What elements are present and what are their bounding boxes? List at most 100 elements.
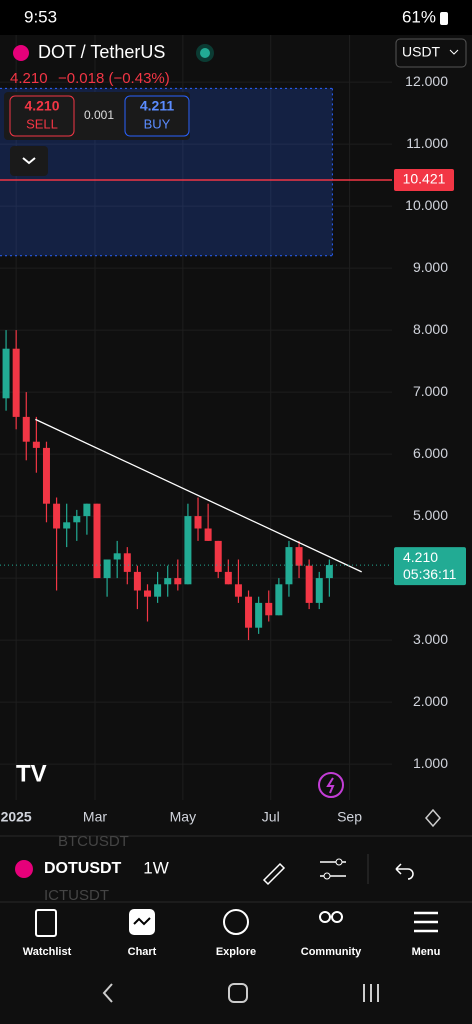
candle-body bbox=[123, 553, 131, 572]
buy-button[interactable] bbox=[124, 95, 190, 137]
candle-body bbox=[255, 602, 263, 628]
y-tick-label: 11.000 bbox=[406, 135, 448, 151]
coin-icon bbox=[13, 45, 29, 61]
candle-body bbox=[73, 516, 81, 523]
candle-body bbox=[42, 447, 50, 504]
candle-body bbox=[103, 559, 111, 579]
recents-button[interactable] bbox=[363, 984, 379, 1002]
header-price: 4.210 bbox=[10, 70, 48, 87]
community-icon[interactable] bbox=[319, 911, 331, 923]
x-tick-label: Sep bbox=[337, 809, 362, 825]
candle-body bbox=[305, 565, 313, 603]
buy-price: 4.211 bbox=[140, 98, 174, 114]
last-price-label: 4.210 bbox=[403, 549, 438, 565]
alert-label: 10.421 bbox=[403, 171, 446, 187]
y-tick-label: 9.000 bbox=[413, 259, 448, 275]
symbol-title: DOT / TetherUS bbox=[38, 42, 165, 62]
candle-body bbox=[144, 590, 152, 597]
sell-button[interactable] bbox=[9, 95, 75, 137]
candle-body bbox=[285, 547, 293, 585]
draw-icon[interactable] bbox=[262, 862, 286, 886]
chart-plot: 1.0002.0003.0004.0005.0006.0007.0008.000… bbox=[0, 35, 466, 825]
sell-price: 4.210 bbox=[24, 98, 59, 114]
candle-body bbox=[63, 522, 71, 529]
flash-icon[interactable] bbox=[318, 772, 344, 798]
header-change: −0.018 (−0.43%) bbox=[58, 70, 170, 87]
x-tick-label: Mar bbox=[83, 809, 107, 825]
chart-glyph bbox=[133, 917, 151, 926]
home-button[interactable] bbox=[228, 983, 248, 1003]
market-status-dot bbox=[200, 48, 210, 58]
candle-body bbox=[154, 584, 162, 597]
candle-body bbox=[315, 578, 323, 603]
back-button[interactable] bbox=[102, 983, 113, 1003]
nav-label: Explore bbox=[216, 946, 256, 958]
last-price-bg bbox=[394, 547, 466, 586]
interval[interactable]: 1W bbox=[143, 858, 169, 877]
buy-label: BUY bbox=[144, 116, 171, 131]
ghost-symbol: ICTUSDT bbox=[44, 887, 109, 904]
candle-body bbox=[164, 578, 172, 585]
nav-label: Watchlist bbox=[23, 946, 72, 958]
candle-body bbox=[325, 565, 333, 579]
candle-body bbox=[83, 503, 91, 517]
indicator-knob bbox=[335, 858, 343, 866]
nav-labels: Watchlist Chart Explore Community Menu bbox=[23, 946, 441, 958]
status-time: 9:53 bbox=[24, 7, 57, 26]
candle-body bbox=[204, 528, 212, 541]
candle-body bbox=[113, 553, 121, 560]
bottom-nav bbox=[0, 902, 472, 974]
nav-label: Chart bbox=[128, 946, 157, 958]
countdown: 05:36:11 bbox=[403, 566, 457, 582]
status-battery: 61% bbox=[402, 7, 436, 26]
candle-body bbox=[22, 416, 30, 442]
indicator-knob bbox=[323, 872, 331, 880]
candle-body bbox=[214, 540, 222, 572]
candle-body bbox=[133, 571, 141, 591]
chevron bbox=[449, 49, 459, 55]
candle-body bbox=[53, 503, 61, 529]
chevron bbox=[22, 157, 36, 165]
flash-glyph bbox=[326, 777, 335, 794]
undo-icon[interactable] bbox=[395, 863, 414, 880]
ghost-symbol: BTCUSDT bbox=[58, 833, 129, 850]
nav-label: Community bbox=[301, 946, 362, 958]
battery-icon bbox=[440, 12, 448, 25]
spread: 0.001 bbox=[84, 108, 114, 122]
currency-button[interactable] bbox=[395, 38, 467, 68]
system-nav bbox=[0, 974, 472, 1024]
x-tick-label: Jul bbox=[262, 809, 280, 825]
coin-icon bbox=[15, 860, 33, 878]
trendline bbox=[35, 418, 362, 573]
candle-body bbox=[224, 571, 232, 585]
settings-icon[interactable] bbox=[425, 808, 441, 828]
nav-label: Menu bbox=[412, 946, 441, 958]
menu-icon[interactable] bbox=[414, 911, 438, 933]
sell-label: SELL bbox=[26, 116, 58, 131]
candle-body bbox=[174, 578, 182, 585]
y-tick-label: 8.000 bbox=[413, 321, 448, 337]
candle-body bbox=[184, 516, 192, 585]
y-tick-label: 7.000 bbox=[413, 383, 448, 399]
candle-body bbox=[2, 348, 10, 399]
candle-body bbox=[93, 503, 101, 579]
candle-body bbox=[275, 584, 283, 616]
collapse-button[interactable] bbox=[10, 146, 48, 176]
candle-body bbox=[234, 584, 242, 597]
y-tick-label: 3.000 bbox=[413, 631, 448, 647]
candle-body bbox=[12, 348, 20, 417]
alert-label-bg bbox=[394, 169, 454, 192]
toolbar bbox=[0, 836, 472, 900]
community-icon bbox=[331, 911, 343, 923]
candle-body bbox=[245, 596, 253, 628]
currency-label: USDT bbox=[402, 44, 441, 60]
explore-icon[interactable] bbox=[223, 909, 249, 935]
toolbar-symbol[interactable]: DOTUSDT bbox=[44, 860, 122, 877]
tv-logo: TV bbox=[16, 760, 47, 787]
y-tick-label: 12.000 bbox=[405, 73, 448, 89]
watchlist-icon[interactable] bbox=[35, 909, 57, 937]
y-tick-label: 6.000 bbox=[413, 445, 448, 461]
y-tick-label: 1.000 bbox=[413, 755, 448, 771]
candle-body bbox=[194, 516, 202, 529]
